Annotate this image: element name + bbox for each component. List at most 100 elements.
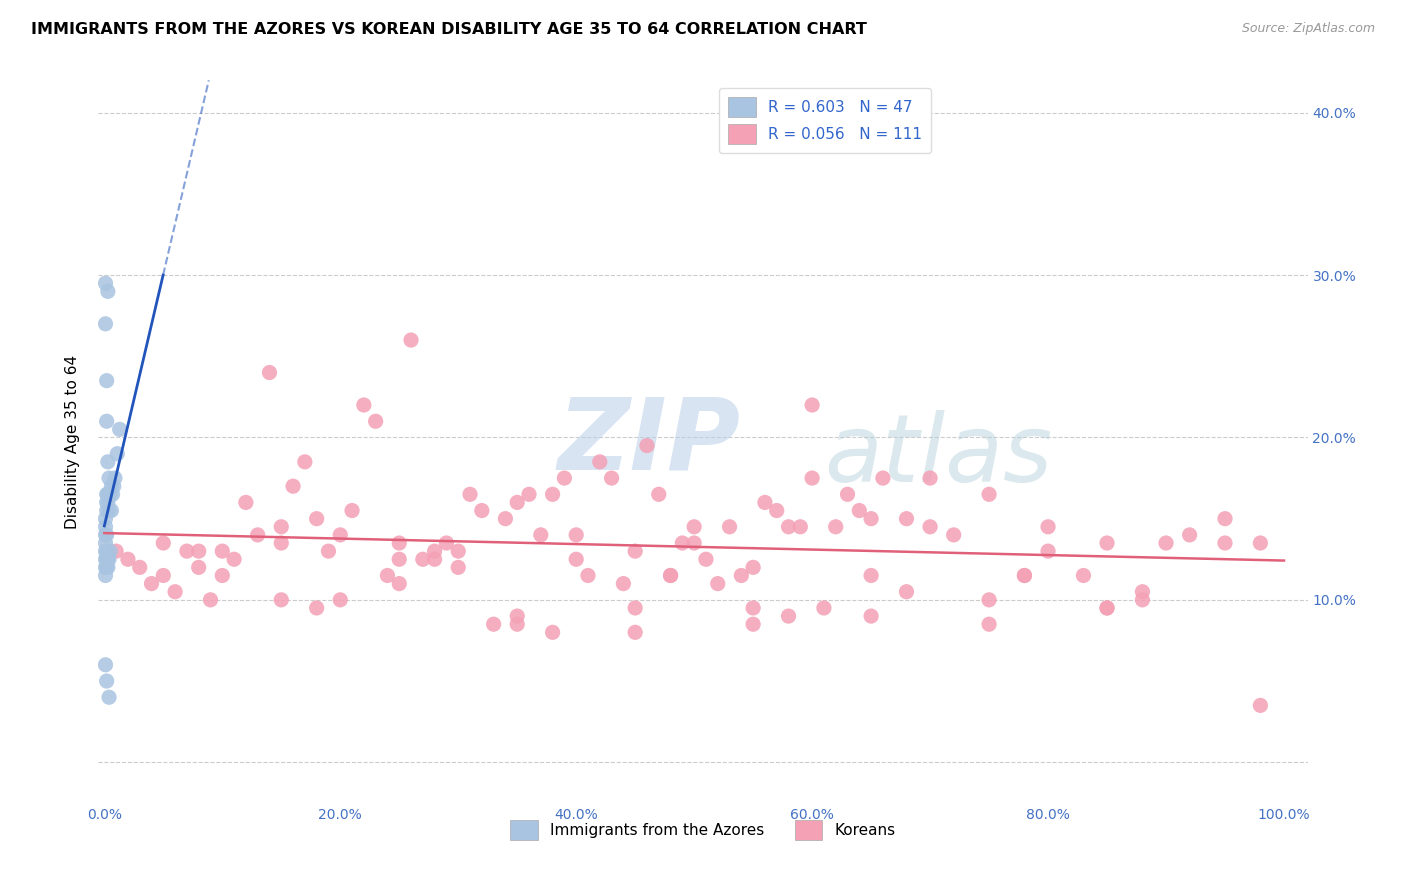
Point: [683, 520, 706, 534]
Point: [1249, 536, 1271, 550]
Point: [329, 528, 352, 542]
Point: [187, 544, 209, 558]
Point: [600, 471, 623, 485]
Point: [222, 552, 245, 566]
Point: [506, 617, 529, 632]
Point: [742, 601, 765, 615]
Point: [318, 544, 340, 558]
Point: [399, 333, 422, 347]
Point: [94, 568, 117, 582]
Point: [353, 398, 375, 412]
Point: [340, 503, 363, 517]
Point: [97, 487, 120, 501]
Point: [94, 277, 117, 291]
Point: [108, 422, 131, 436]
Point: [94, 511, 117, 525]
Point: [589, 455, 612, 469]
Point: [1073, 568, 1095, 582]
Point: [141, 576, 163, 591]
Point: [482, 617, 505, 632]
Point: [765, 503, 787, 517]
Point: [294, 455, 316, 469]
Point: [412, 552, 434, 566]
Point: [458, 487, 481, 501]
Point: [100, 479, 122, 493]
Text: ZIP: ZIP: [558, 393, 741, 490]
Point: [447, 560, 470, 574]
Point: [920, 471, 942, 485]
Point: [176, 544, 198, 558]
Point: [259, 366, 281, 380]
Point: [100, 503, 122, 517]
Point: [235, 495, 257, 509]
Point: [1095, 601, 1118, 615]
Point: [423, 544, 446, 558]
Point: [778, 609, 800, 624]
Point: [942, 528, 965, 542]
Point: [104, 471, 127, 485]
Y-axis label: Disability Age 35 to 64: Disability Age 35 to 64: [65, 354, 80, 529]
Point: [96, 528, 118, 542]
Point: [211, 544, 233, 558]
Point: [94, 544, 117, 558]
Point: [211, 568, 233, 582]
Point: [506, 609, 529, 624]
Point: [636, 439, 658, 453]
Point: [1036, 520, 1059, 534]
Point: [97, 552, 120, 566]
Point: [860, 511, 883, 525]
Point: [1095, 536, 1118, 550]
Point: [94, 536, 117, 550]
Point: [270, 536, 292, 550]
Point: [977, 487, 1000, 501]
Point: [97, 455, 120, 469]
Point: [329, 592, 352, 607]
Point: [506, 495, 529, 509]
Point: [200, 592, 222, 607]
Point: [94, 317, 117, 331]
Point: [471, 503, 494, 517]
Point: [801, 398, 824, 412]
Point: [117, 552, 139, 566]
Point: [388, 576, 411, 591]
Point: [105, 447, 128, 461]
Point: [530, 528, 553, 542]
Point: [977, 617, 1000, 632]
Point: [96, 414, 118, 428]
Point: [824, 520, 846, 534]
Point: [98, 552, 121, 566]
Point: [1213, 536, 1236, 550]
Point: [742, 560, 765, 574]
Point: [1132, 592, 1154, 607]
Point: [789, 520, 811, 534]
Point: [96, 503, 118, 517]
Point: [1014, 568, 1036, 582]
Point: [96, 495, 118, 509]
Point: [977, 592, 1000, 607]
Point: [165, 584, 187, 599]
Point: [305, 511, 328, 525]
Point: [97, 285, 120, 299]
Point: [94, 560, 117, 574]
Point: [1036, 544, 1059, 558]
Point: [270, 520, 292, 534]
Point: [97, 495, 120, 509]
Point: [305, 601, 328, 615]
Point: [517, 487, 540, 501]
Point: [447, 544, 470, 558]
Point: [423, 552, 446, 566]
Point: [388, 552, 411, 566]
Point: [778, 520, 800, 534]
Point: [541, 487, 564, 501]
Point: [436, 536, 458, 550]
Point: [94, 520, 117, 534]
Point: [624, 544, 647, 558]
Point: [695, 552, 717, 566]
Point: [94, 552, 117, 566]
Point: [388, 536, 411, 550]
Point: [98, 544, 121, 558]
Point: [671, 536, 693, 550]
Point: [98, 690, 121, 705]
Point: [920, 520, 942, 534]
Point: [187, 560, 209, 574]
